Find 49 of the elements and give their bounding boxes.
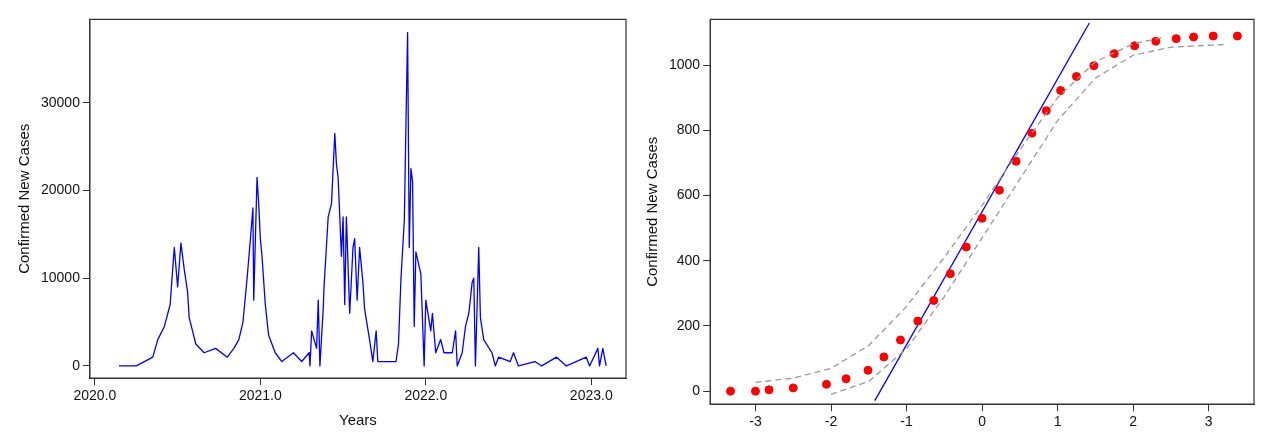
y-tick-label: 10000 (40, 269, 81, 286)
point (821, 379, 831, 389)
point (961, 242, 971, 252)
point (764, 385, 774, 395)
x-axis-title: Years (339, 411, 377, 429)
point (879, 352, 889, 362)
point (929, 296, 939, 305)
x-tick-label: 2 (1129, 413, 1138, 430)
point (1130, 41, 1140, 51)
x-tick-label: 2023.0 (569, 387, 613, 404)
point (1171, 34, 1181, 44)
line-series (830, 43, 1225, 396)
y-tick-label: 800 (676, 121, 701, 138)
point (1011, 156, 1021, 166)
point (750, 386, 760, 396)
x-tick-label: 2020.0 (73, 387, 117, 404)
point (788, 383, 798, 393)
point (895, 335, 905, 345)
point (913, 316, 923, 326)
point (863, 365, 873, 375)
x-tick-label: 2021.0 (238, 387, 282, 404)
point (1189, 32, 1199, 42)
y-tick-label: 600 (676, 186, 701, 203)
x-tick-label: -1 (900, 413, 913, 430)
y-axis-title: Confirmed New Cases (643, 136, 661, 287)
y-tick-label: 30000 (40, 93, 81, 110)
x-tick-label: -3 (749, 413, 762, 430)
point (945, 269, 955, 279)
y-tick-label: 20000 (40, 181, 81, 198)
point (994, 185, 1004, 195)
point (1208, 31, 1218, 41)
point (977, 213, 987, 223)
x-tick-label: 1 (1053, 413, 1062, 430)
point (1056, 85, 1066, 95)
y-tick-label: 1000 (668, 55, 701, 72)
x-tick-label: 3 (1204, 413, 1213, 430)
y-tick-label: 400 (676, 251, 701, 268)
point (1232, 31, 1242, 41)
x-tick-label: 0 (978, 413, 987, 430)
x-tick-label: -2 (824, 413, 838, 430)
point (1089, 61, 1099, 71)
y-tick-label: 200 (676, 316, 701, 333)
point (841, 374, 851, 384)
point (1071, 71, 1081, 81)
point (1151, 36, 1161, 46)
y-tick-label: 0 (72, 356, 81, 373)
y-axis-title: Confirmed New Cases (15, 123, 33, 274)
x-tick-label: 2022.0 (404, 387, 448, 404)
point (726, 386, 736, 396)
